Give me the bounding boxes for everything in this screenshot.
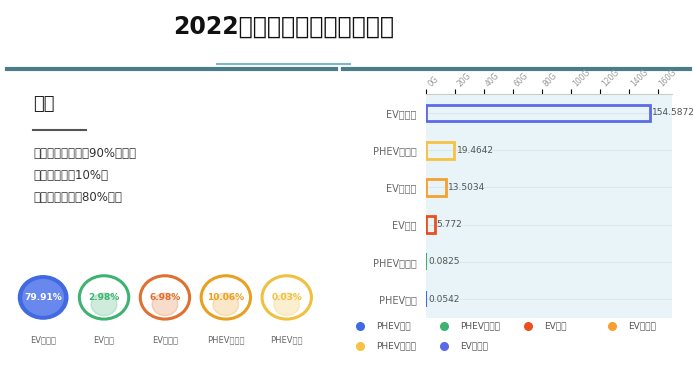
Text: 2.98%: 2.98% xyxy=(89,293,120,302)
Text: EV专用车: EV专用车 xyxy=(628,322,656,331)
Text: 0.0825: 0.0825 xyxy=(428,257,460,266)
Text: 6.98%: 6.98% xyxy=(149,293,181,302)
Text: 观察家: 观察家 xyxy=(641,45,658,55)
Text: 0.03%: 0.03% xyxy=(271,293,302,302)
Text: 13.5034: 13.5034 xyxy=(448,183,485,192)
Text: EV客车: EV客车 xyxy=(544,322,566,331)
Text: 79.91%: 79.91% xyxy=(24,293,62,302)
Bar xyxy=(426,142,455,159)
Circle shape xyxy=(23,280,63,315)
Circle shape xyxy=(213,293,238,316)
Text: EV乘用车: EV乘用车 xyxy=(30,335,56,344)
Circle shape xyxy=(152,293,178,316)
Text: 用途: 用途 xyxy=(33,95,55,113)
Text: 5.772: 5.772 xyxy=(437,220,462,229)
Circle shape xyxy=(91,293,117,316)
Text: EV专用车: EV专用车 xyxy=(152,335,178,344)
Text: 2022年中国国内动力电池拆分: 2022年中国国内动力电池拆分 xyxy=(173,14,394,38)
Circle shape xyxy=(19,276,68,319)
Bar xyxy=(426,179,446,196)
Text: EV客车: EV客车 xyxy=(94,335,114,344)
Circle shape xyxy=(274,293,299,316)
Text: 中国乘用车占据了90%左右，
插电乘用车占10%，
纯电动乘用车占80%左右: 中国乘用车占据了90%左右， 插电乘用车占10%， 纯电动乘用车占80%左右 xyxy=(33,147,137,204)
Bar xyxy=(426,105,650,121)
Bar xyxy=(426,216,435,233)
Text: PHEV乘用车: PHEV乘用车 xyxy=(376,341,416,350)
Text: PHEV客车: PHEV客车 xyxy=(270,335,303,344)
Text: PHEV专用车: PHEV专用车 xyxy=(459,322,500,331)
Text: 电动汽车: 电动汽车 xyxy=(638,17,661,27)
Text: 10.06%: 10.06% xyxy=(207,293,245,302)
Text: PHEV客车: PHEV客车 xyxy=(376,322,410,331)
Text: PHEV乘用车: PHEV乘用车 xyxy=(207,335,245,344)
Text: 154.5872: 154.5872 xyxy=(652,109,693,117)
Text: EV乘用车: EV乘用车 xyxy=(459,341,488,350)
Text: 19.4642: 19.4642 xyxy=(457,146,493,155)
Text: 0.0542: 0.0542 xyxy=(428,295,460,303)
